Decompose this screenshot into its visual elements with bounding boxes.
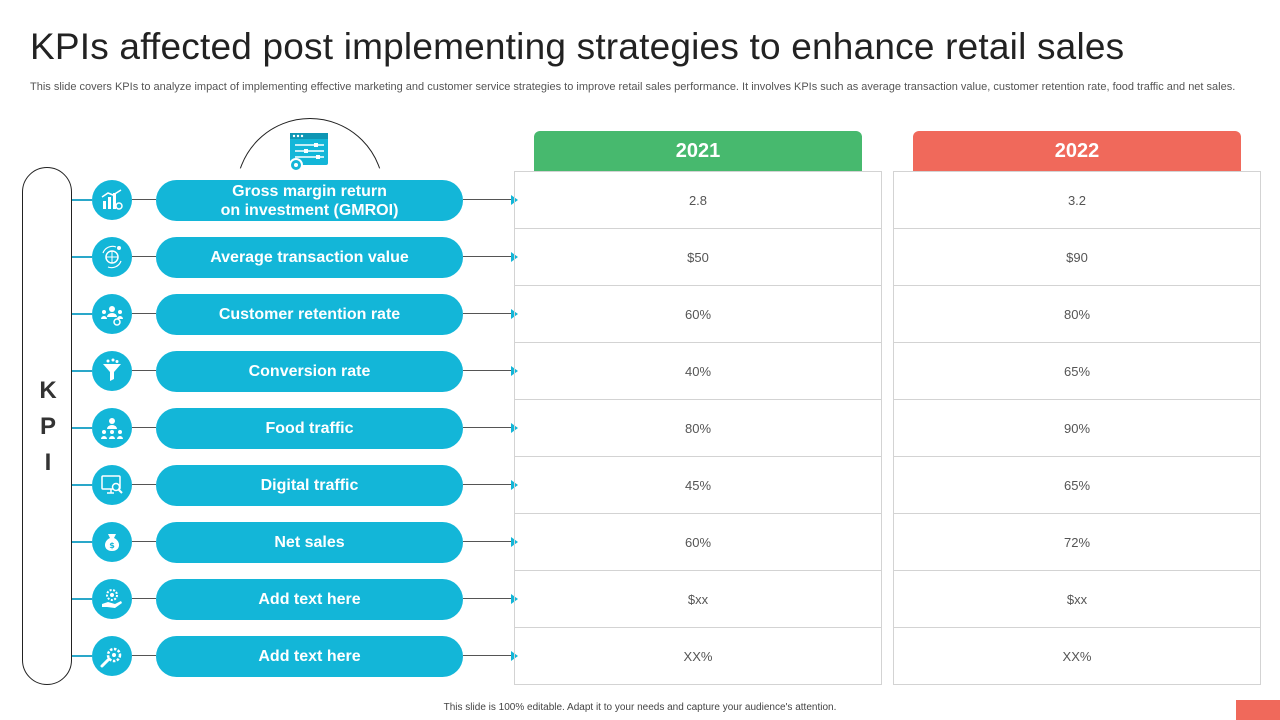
kpi-row: Digital traffic [0,457,1280,514]
kpi-icon-circle [92,408,132,448]
kpi-label: Add text here [156,579,463,620]
connector-line [463,541,513,542]
kpi-icon-circle [92,579,132,619]
value-cell-2021: 2.8 [515,172,881,229]
connector-line [132,427,156,428]
kpi-label: Conversion rate [156,351,463,392]
kpi-icon-circle: $ [92,522,132,562]
connector-line [463,655,513,656]
bracket-tick [72,313,92,315]
kpi-row: Gross margin return on investment (GMROI… [0,172,1280,229]
kpi-row: $ Net sales [0,514,1280,571]
value-cell-2022: 80% [894,286,1260,343]
connector-line [463,427,513,428]
connector-line [463,256,513,257]
connector-line [132,541,156,542]
people-group-icon [101,418,123,439]
value-cell-2022: 65% [894,457,1260,514]
value-cell-2021: 40% [515,343,881,400]
value-cell-2022: 90% [894,400,1260,457]
value-cell-2021: $50 [515,229,881,286]
connector-line [132,598,156,599]
kpi-row: Conversion rate [0,343,1280,400]
kpi-row: Add text here [0,571,1280,628]
value-cell-2021: XX% [683,648,713,664]
footer-note: This slide is 100% editable. Adapt it to… [443,702,837,713]
kpi-letter: P [39,413,56,440]
connector-line [463,484,513,485]
value-cell-2022: $90 [894,229,1260,286]
year-header-2021: 2021 [534,131,862,171]
hand-gear-icon [102,589,122,608]
connector-line [132,655,156,656]
bracket-tick [72,484,92,486]
bracket-tick [72,199,92,201]
globe-dollar-icon [102,245,122,269]
svg-text:$: $ [109,541,115,550]
dashboard-settings-icon [289,133,328,172]
value-cell-2022: 3.2 [894,172,1260,229]
kpi-icon-circle [92,351,132,391]
connector-line [132,256,156,257]
monitor-search-icon [101,475,123,494]
connector-line [132,199,156,200]
value-cell-2022: $xx [894,571,1260,628]
kpi-row: Customer retention rate [0,286,1280,343]
kpi-bracket [22,167,72,685]
bracket-tick [72,655,92,657]
money-bag-icon: $ [104,534,120,551]
kpi-label: Food traffic [156,408,463,449]
bracket-tick [72,370,92,372]
kpi-vertical-label: K P I [22,373,74,481]
kpi-icon-circle [92,237,132,277]
kpi-label: Average transaction value [156,237,463,278]
connector-line [132,484,156,485]
connector-line [463,598,513,599]
values-column-2021: 2.8 $50 60% 40% 80% 45% 60% $xx XX% [514,171,882,685]
bracket-tick [72,598,92,600]
value-cell-2021: $xx [515,571,881,628]
kpi-row: Average transaction value [0,229,1280,286]
kpi-label: Digital traffic [156,465,463,506]
value-cell-2022: XX% [1062,648,1092,664]
funnel-icon [103,358,121,381]
values-column-2022: 3.2 $90 80% 65% 90% 65% 72% $xx XX% [893,171,1261,685]
kpi-icon-circle [92,636,132,676]
kpi-letter: K [39,377,57,404]
kpi-label: Add text here [156,636,463,677]
bracket-tick [72,541,92,543]
chart-icon [101,189,123,210]
page-subtitle: This slide covers KPIs to analyze impact… [30,81,1236,93]
kpi-icon-circle [92,180,132,220]
kpi-label: Gross margin return on investment (GMROI… [156,180,463,221]
customers-icon [101,306,123,326]
value-cell-2021: 80% [515,400,881,457]
corner-accent [1236,700,1280,720]
kpi-label: Customer retention rate [156,294,463,335]
kpi-icon-circle [92,294,132,334]
connector-line [463,313,513,314]
value-cell-2021: 60% [515,286,881,343]
kpi-label: Net sales [156,522,463,563]
value-cell-2022: 65% [894,343,1260,400]
page-title: KPIs affected post implementing strategi… [30,26,1125,67]
connector-line [463,370,513,371]
value-cell-2021: 60% [515,514,881,571]
connector-line [132,370,156,371]
wrench-gear-icon [100,647,122,668]
kpi-row: Food traffic [0,400,1280,457]
value-cell-2021: 45% [515,457,881,514]
bracket-tick [72,427,92,429]
value-cell-2022: 72% [894,514,1260,571]
kpi-row: Add text here [0,628,1280,685]
connector-line [132,313,156,314]
year-header-2022: 2022 [913,131,1241,171]
bracket-tick [72,256,92,258]
kpi-icon-circle [92,465,132,505]
kpi-letter: I [44,449,52,476]
connector-line [463,199,513,200]
